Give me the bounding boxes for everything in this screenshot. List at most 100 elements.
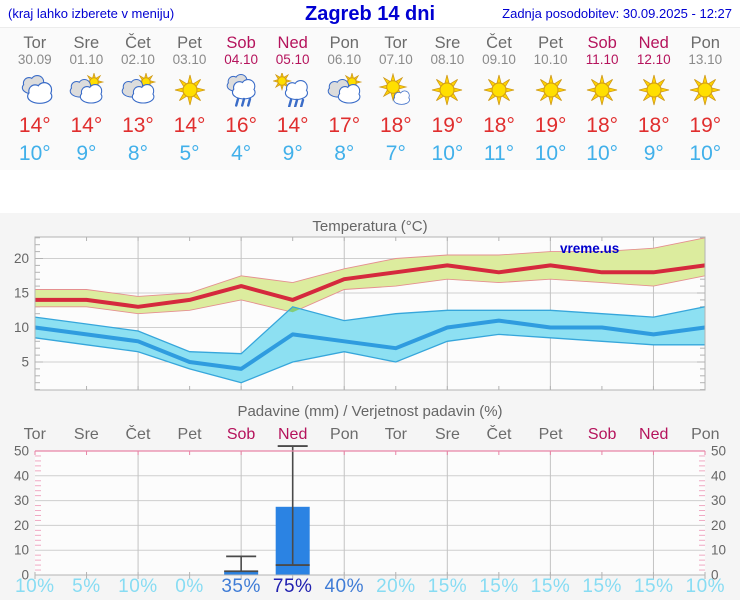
- precip-probability: 10%: [118, 576, 158, 597]
- day-name: Pet: [538, 34, 563, 52]
- low-temp: 10°: [18, 142, 51, 165]
- low-temp: 10°: [689, 142, 722, 165]
- precip-day-label: Pon: [691, 426, 720, 443]
- forecast-day-column: Čet 02.10 13° 8°: [112, 34, 164, 167]
- sunny-icon: [422, 73, 474, 111]
- high-temp: 18°: [379, 114, 412, 137]
- precip-probability: 75%: [272, 576, 313, 597]
- day-date: 11.10: [585, 52, 619, 67]
- day-name: Sre: [73, 34, 100, 52]
- precip-day-label: Sob: [587, 426, 617, 443]
- day-date: 08.10: [430, 52, 465, 67]
- precip-probability: 15%: [427, 576, 468, 597]
- day-date: 05.10: [275, 52, 310, 67]
- high-temp: 18°: [637, 114, 670, 137]
- day-name: Pet: [177, 34, 202, 52]
- day-name: Sob: [587, 34, 617, 52]
- precip-ytick-label-right: 40: [711, 468, 726, 483]
- sunny-icon: [164, 73, 216, 111]
- day-date: 30.09: [17, 52, 52, 67]
- precip-day-label: Pet: [538, 426, 563, 443]
- low-temp: 10°: [431, 142, 464, 165]
- day-name: Sre: [434, 34, 461, 52]
- precip-ytick-label-left: 40: [14, 468, 29, 483]
- partly-cloudy-icon: [112, 73, 164, 111]
- precip-ytick-label-right: 50: [711, 445, 726, 459]
- watermark-link[interactable]: vreme.us: [560, 241, 619, 256]
- high-temp: 14°: [276, 114, 309, 137]
- page-title: Zagreb 14 dni: [304, 3, 436, 25]
- precip-probability: 5%: [72, 576, 101, 597]
- temp-ytick-label: 10: [14, 320, 29, 335]
- day-date: 09.10: [482, 52, 516, 67]
- temp-ytick-label: 15: [14, 286, 29, 301]
- precip-probability: 20%: [376, 576, 416, 597]
- high-temp: 17°: [328, 114, 361, 137]
- day-date: 07.10: [378, 52, 413, 67]
- day-date: 12.10: [636, 52, 671, 67]
- precip-day-label: Pet: [177, 426, 202, 443]
- forecast-day-column: Pon 13.10 19° 10°: [680, 34, 732, 167]
- last-updated-text: Zadnja posodobitev: 30.09.2025 - 12:27: [502, 6, 732, 21]
- forecast-days-row: Tor 30.09 14° 10° Sre 01.10 14° 9° Čet 02.10 13…: [9, 34, 731, 167]
- temperature-chart: 5 10 15 20 Temperatura (°C) vreme.us: [0, 215, 740, 400]
- sunny-icon: [680, 73, 732, 111]
- temp-ytick-label: 20: [14, 251, 29, 266]
- precip-probability: 15%: [479, 576, 519, 597]
- precip-day-label: Sre: [73, 426, 99, 443]
- low-temp: 10°: [586, 142, 619, 165]
- forecast-day-column: Ned 12.10 18° 9°: [628, 34, 680, 167]
- precip-ytick-label-right: 10: [711, 543, 726, 558]
- precip-ytick-label-left: 0: [21, 568, 29, 583]
- temperature-chart-svg: 5 10 15 20 Temperatura (°C) vreme.us: [14, 218, 706, 391]
- low-temp: 11°: [483, 142, 515, 165]
- forecast-strip: Tor 30.09 14° 10° Sre 01.10 14° 9° Čet 02.10 13…: [0, 28, 740, 170]
- forecast-day-column: Pon 06.10 17° 8°: [318, 34, 370, 167]
- precip-day-label: Čet: [486, 426, 512, 443]
- precip-day-label: Pon: [330, 426, 359, 443]
- low-temp: 8°: [334, 142, 355, 165]
- precip-day-label: Tor: [23, 426, 46, 443]
- day-date: 13.10: [688, 52, 723, 67]
- day-name: Pon: [329, 34, 359, 52]
- precip-day-label: Čet: [125, 426, 151, 443]
- high-temp: 16°: [225, 114, 257, 137]
- day-name: Ned: [638, 34, 669, 52]
- high-temp: 19°: [689, 114, 722, 137]
- forecast-day-column: Sre 08.10 19° 10°: [422, 34, 474, 167]
- precip-ytick-label-right: 20: [711, 518, 726, 533]
- precip-probability: 15%: [582, 576, 622, 597]
- sunny-icon: [473, 73, 525, 111]
- precip-day-label: Ned: [639, 426, 669, 443]
- precip-day-label: Sob: [226, 426, 256, 443]
- partly-cloudy-icon: [318, 73, 370, 111]
- precip-ytick-label-left: 50: [14, 445, 29, 459]
- high-temp: 14°: [173, 114, 206, 137]
- day-name: Tor: [384, 34, 408, 52]
- forecast-day-column: Sob 11.10 18° 10°: [576, 34, 628, 167]
- forecast-day-column: Pet 10.10 19° 10°: [525, 34, 577, 167]
- day-name: Sob: [226, 34, 256, 52]
- day-date: 03.10: [172, 52, 207, 67]
- precip-day-label: Ned: [278, 426, 308, 443]
- precipitation-probability-row: 10% 5% 10% 0% 35% 75% 40% 20% 15% 15% 15% 15% 15% 10%: [9, 576, 731, 598]
- low-temp: 4°: [231, 142, 252, 165]
- precip-probability: 0%: [175, 576, 204, 597]
- forecast-day-column: Tor 30.09 14° 10°: [9, 34, 61, 167]
- day-name: Čet: [486, 34, 512, 52]
- page-header: (kraj lahko izberete v meniju) Zagreb 14…: [0, 0, 740, 28]
- day-name: Pon: [690, 34, 720, 52]
- sunny-icon: [628, 73, 680, 111]
- forecast-day-column: Sob 04.10 16° 4°: [215, 34, 267, 167]
- precipitation-chart-svg: 0 0 10 10 20 20 30 30 40 40 50 50: [14, 444, 726, 583]
- precip-probability: 15%: [633, 576, 674, 597]
- precipitation-chart-title: Padavine (mm) / Verjetnost padavin (%): [237, 403, 503, 420]
- day-date: 01.10: [69, 52, 104, 67]
- forecast-day-column: Čet 09.10 18° 11°: [473, 34, 525, 167]
- precip-probability: 10%: [685, 576, 726, 597]
- low-temp: 10°: [534, 142, 567, 165]
- temp-chart-title: Temperatura (°C): [312, 218, 427, 235]
- forecast-day-column: Tor 07.10 18° 7°: [370, 34, 422, 167]
- sun-rain-icon: [267, 73, 319, 111]
